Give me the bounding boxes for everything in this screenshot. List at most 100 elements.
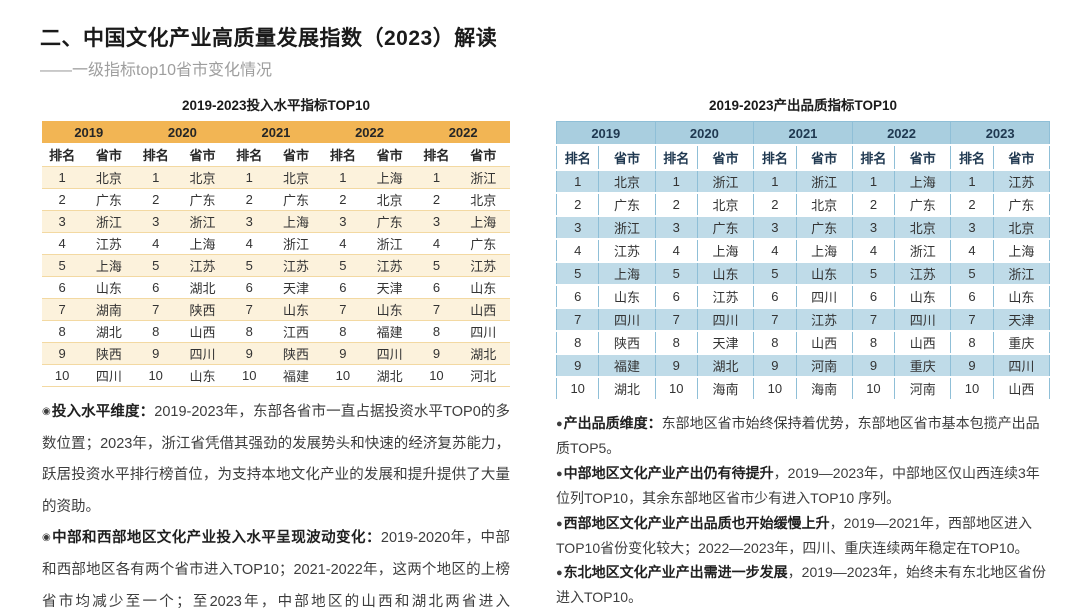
rank-cell: 6 [152,280,160,295]
rank-cell: 9 [950,354,994,377]
rank-cell: 9 [851,354,895,377]
table-row: 4 江苏 4 上海 4 上海 4 浙江 4 上海 [556,239,1050,262]
output-quality-table: 2019 2020 2021 2022 2023 排名 省市 排名 省市 排名 省市 排名 省市 排名 省市… [556,121,1050,401]
province-header: 省市 [175,143,230,167]
note-text: ，2019—2021年，西部地区进入TOP10省份变化较大；2022—2023年… [556,514,1032,556]
province-cell: 北京 [992,216,1050,239]
province-header: 省市 [456,143,510,167]
table-row: 5 上海 5 山东 5 山东 5 江苏 5 浙江 [556,262,1050,285]
rank-cell: 3 [58,214,66,229]
province-cell: 陕西 [283,347,310,362]
rank-cell: 4 [339,236,347,251]
rank-cell: 6 [851,285,895,308]
rank-cell: 2 [753,193,797,216]
table-row: 10 四川 10 山东 10 福建 10 湖北 10 河北 [42,365,510,387]
province-cell: 江苏 [992,170,1050,193]
province-cell: 湖北 [598,377,656,400]
province-cell: 北京 [598,170,656,193]
table-row: 1 北京 1 浙江 1 浙江 1 上海 1 江苏 [556,170,1050,193]
table-row: 5 上海 5 江苏 5 江苏 5 江苏 5 江苏 [42,254,510,277]
rank-cell: 9 [245,346,253,361]
note-paragraph: ●产出品质维度：东部地区省市始终保持着优势，东部地区省市基本包揽产出品质TOP5… [556,411,1050,461]
province-header: 省市 [795,145,853,170]
input-level-section: 2019-2023投入水平指标TOP10 2019 2020 2021 2022 202… [42,94,510,608]
province-cell: 山东 [696,262,754,285]
rank-cell: 8 [654,331,698,354]
rank-cell: 4 [654,239,698,262]
rank-cell: 10 [851,377,895,400]
note-text: 2019-2023年，东部各省市一直占据投资水平TOP0的多数位置；2023年，… [42,404,511,515]
rank-cell: 3 [245,214,253,229]
rank-cell: 7 [58,302,66,317]
province-cell: 广东 [95,193,122,208]
table-row: 8 陕西 8 天津 8 山西 8 山西 8 重庆 [556,331,1050,354]
table-row: 3 浙江 3 广东 3 广东 3 北京 3 北京 [556,216,1050,239]
page-title: 二、中国文化产业高质量发展指数（2023）解读 [40,27,498,50]
rank-cell: 9 [654,354,698,377]
rank-cell: 1 [753,170,797,193]
province-cell: 福建 [283,369,310,384]
rank-cell: 7 [654,308,698,331]
rank-cell: 5 [753,262,797,285]
province-cell: 湖北 [189,281,216,296]
subheader-row: 排名 省市 排名 省市 排名 省市 排名 省市 排名 省市 [42,143,510,167]
province-cell: 河南 [894,377,951,400]
province-cell: 上海 [283,215,310,230]
province-cell: 四川 [894,308,951,331]
rank-cell: 9 [58,346,66,361]
rank-cell: 3 [851,216,895,239]
rank-cell: 3 [152,214,160,229]
province-cell: 海南 [696,377,754,400]
note-text: 2019-2020年，中部和西部地区各有两个省市进入TOP10；2021-202… [42,530,510,608]
year-header: 2022 [416,121,510,143]
note-lead: 产出品质维度： [563,415,662,431]
province-cell: 上海 [376,171,403,186]
input-level-table: 2019 2020 2021 2022 2022 排名 省市 排名 省市 排名 省市 排名 省市 排名 省市… [42,121,510,387]
rank-cell: 2 [152,192,160,207]
province-cell: 上海 [189,237,216,252]
province-cell: 山西 [189,325,216,340]
table-row: 9 福建 9 湖北 9 河南 9 重庆 9 四川 [556,354,1050,377]
table-row: 10 湖北 10 海南 10 海南 10 河南 10 山西 [556,377,1050,400]
table-row: 6 山东 6 湖北 6 天津 6 天津 6 山东 [42,277,510,299]
province-cell: 河南 [795,354,853,377]
province-cell: 四川 [795,285,853,308]
rank-header: 排名 [416,143,457,167]
province-cell: 广东 [696,216,754,239]
province-cell: 北京 [189,171,216,186]
note-lead: 西部地区文化产业产出品质也开始缓慢上升 [563,514,830,531]
note-paragraph: ◉中部和西部地区文化产业投入水平呈现波动变化：2019-2020年，中部和西部地… [42,523,510,608]
rank-cell: 4 [432,236,441,251]
table-row: 8 湖北 8 山西 8 江西 8 福建 8 四川 [42,321,510,343]
rank-cell: 10 [753,377,797,400]
bullet-icon: ◉ [42,406,51,417]
year-header: 2020 [135,121,230,143]
rank-cell: 5 [58,258,66,273]
note-lead: 东北地区文化产业产出需进一步发展 [563,564,788,581]
table-row: 4 江苏 4 上海 4 浙江 4 浙江 4 广东 [42,233,510,255]
output-quality-table-head: 2019 2020 2021 2022 2023 排名 省市 排名 省市 排名 省市 排名 省市 排名 省市 [556,121,1050,170]
province-header: 省市 [269,143,323,167]
rank-cell: 2 [432,192,441,207]
rank-header: 排名 [322,143,363,167]
province-cell: 重庆 [894,354,951,377]
rank-cell: 4 [152,236,160,251]
rank-cell: 5 [152,258,160,273]
rank-cell: 4 [753,239,797,262]
rank-cell: 9 [152,346,160,361]
province-cell: 上海 [598,262,656,285]
province-cell: 浙江 [598,216,656,239]
rank-cell: 9 [339,346,347,361]
rank-cell: 2 [574,197,582,212]
table-row: 2 广东 2 广东 2 广东 2 北京 2 北京 [42,189,510,211]
rank-cell: 10 [242,368,257,383]
province-cell: 浙江 [696,170,754,193]
rank-cell: 2 [654,193,698,216]
rank-cell: 1 [574,174,582,189]
province-cell: 四川 [189,347,216,362]
rank-cell: 7 [574,312,582,327]
rank-cell: 8 [950,331,994,354]
rank-cell: 6 [245,280,253,295]
province-cell: 浙江 [95,215,122,230]
province-cell: 陕西 [598,331,656,354]
